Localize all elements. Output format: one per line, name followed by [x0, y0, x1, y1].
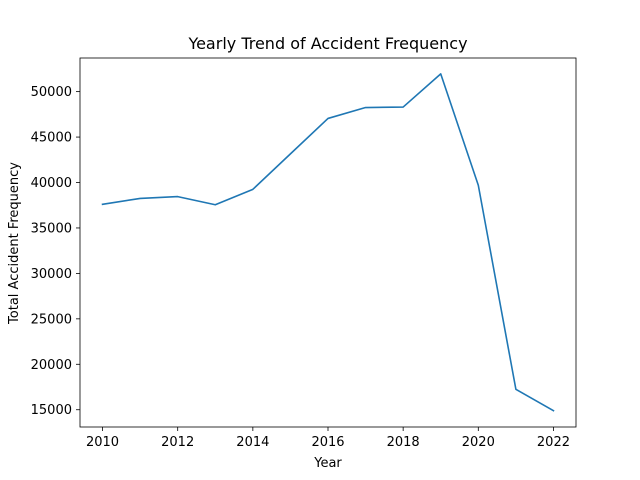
x-tick-label-2020: 2020	[462, 435, 495, 450]
x-tick-label-2012: 2012	[161, 435, 194, 450]
chart-title: Yearly Trend of Accident Frequency	[187, 34, 467, 53]
x-tick-label-2022: 2022	[537, 435, 570, 450]
x-tick-label-2018: 2018	[387, 435, 420, 450]
y-tick-label-35000: 35000	[31, 221, 72, 236]
plot-area: 2010 2012 2014 2016 2018 2020 2022 15000 20000 25…	[31, 57, 577, 450]
axes-frame	[79, 57, 577, 428]
y-axis-title: Total Accident Frequency	[7, 162, 22, 325]
series-line	[101, 73, 555, 412]
y-tick-label-30000: 30000	[31, 267, 72, 282]
x-axis-title: Year	[313, 456, 342, 471]
y-tick-label-20000: 20000	[31, 358, 72, 373]
x-tick-label-2016: 2016	[311, 435, 344, 450]
y-tick-label-40000: 40000	[31, 176, 72, 191]
y-tick-label-25000: 25000	[31, 312, 72, 327]
x-tick-label-2010: 2010	[86, 435, 119, 450]
y-tick-label-45000: 45000	[31, 131, 72, 146]
y-tick-label-50000: 50000	[31, 85, 72, 100]
y-tick-label-15000: 15000	[31, 403, 72, 418]
x-tick-label-2014: 2014	[236, 435, 269, 450]
